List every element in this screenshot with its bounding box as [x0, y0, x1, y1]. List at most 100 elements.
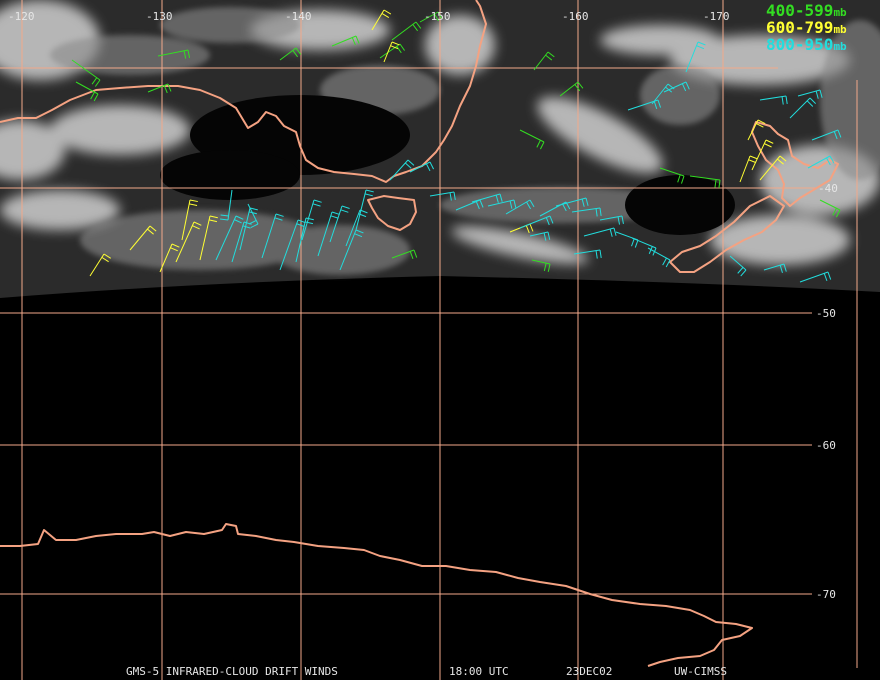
wind-barb	[487, 199, 517, 209]
wind-barb	[455, 199, 484, 211]
wind-barb	[519, 215, 554, 229]
lon-label: -170	[703, 10, 730, 23]
wind-barb	[89, 253, 112, 277]
wind-barb	[199, 215, 218, 261]
wind-barb	[317, 211, 340, 257]
wind-barb	[379, 43, 405, 59]
wind-barb	[533, 51, 555, 71]
lon-label: -130	[146, 10, 173, 23]
wind-barb	[231, 221, 252, 263]
wind-barb	[627, 99, 662, 111]
wind-barb	[747, 119, 766, 141]
wind-barb	[763, 263, 787, 273]
wind-barb	[75, 81, 99, 102]
wind-barb	[559, 81, 584, 97]
wind-barb	[215, 215, 244, 261]
lon-label: -120	[8, 10, 35, 23]
wind-barb	[471, 193, 503, 203]
wind-barbs	[71, 9, 842, 283]
wind-barb	[181, 199, 198, 241]
wind-barb	[129, 225, 157, 251]
lat-label: -50	[816, 307, 836, 320]
tasmania-coastline	[367, 195, 417, 231]
nz-north-island	[751, 121, 839, 207]
wind-barb	[685, 41, 706, 73]
wind-barb	[799, 271, 832, 283]
wind-barb	[573, 249, 602, 259]
wind-barb	[729, 255, 747, 277]
antarctica-coastline	[0, 523, 753, 667]
coastlines	[0, 0, 839, 667]
wind-barb	[759, 155, 787, 181]
wind-barb	[759, 95, 788, 105]
wind-barb	[519, 129, 545, 150]
wind-barb	[391, 249, 418, 260]
wind-barb	[571, 207, 602, 217]
nz-south-island	[669, 195, 785, 273]
wind-barb	[175, 221, 202, 263]
wind-barb	[751, 139, 774, 171]
wind-barb	[797, 89, 823, 99]
lon-label: -160	[562, 10, 589, 23]
wind-barb	[819, 199, 841, 218]
wind-barb	[371, 9, 392, 31]
wind-barb	[807, 155, 835, 169]
wind-barb	[329, 205, 350, 243]
legend-unit: mb	[833, 40, 847, 53]
legend-entry-800-950: 800-950mb	[766, 35, 847, 54]
wind-barb	[419, 11, 443, 23]
wind-barb	[279, 47, 302, 61]
wind-barb	[331, 35, 360, 47]
lat-label: -60	[816, 439, 836, 452]
wind-barb	[531, 259, 551, 272]
wind-barb	[583, 227, 617, 237]
wind-barb	[247, 203, 259, 229]
wind-barb	[505, 199, 535, 215]
wind-barb	[659, 167, 685, 184]
wind-barb	[599, 215, 624, 225]
wind-barb	[279, 219, 306, 271]
wind-barb	[789, 97, 817, 119]
legend-unit: mb	[833, 6, 847, 19]
wind-barb	[739, 155, 758, 183]
wind-barb	[647, 247, 671, 268]
legend-entry-400-599: 400-599mb	[766, 1, 847, 20]
wind-barb	[555, 197, 589, 207]
wind-barb	[220, 189, 233, 221]
wind-barb	[301, 199, 322, 241]
date-stamp: 23DEC02	[566, 665, 612, 678]
pressure-legend: 400-599mb 600-799mb 800-950mb	[766, 1, 847, 54]
wind-barb	[71, 59, 101, 87]
lat-label: -70	[816, 588, 836, 601]
wind-barb	[811, 129, 842, 141]
graticule	[0, 0, 858, 680]
wind-barb	[355, 189, 374, 231]
wind-barb	[409, 161, 435, 173]
product-title: GMS-5 INFRARED-CLOUD DRIFT WINDS	[126, 665, 338, 678]
source-label: UW-CIMSS	[674, 665, 727, 678]
wind-barb	[147, 83, 172, 94]
wind-barb	[689, 175, 721, 188]
wind-barb	[339, 229, 364, 271]
latitude-labels: -40 -50 -60 -70	[816, 182, 838, 601]
wind-barb	[157, 49, 191, 59]
wind-barb	[261, 213, 284, 259]
lon-label: -150	[424, 10, 451, 23]
wind-barb	[389, 159, 415, 181]
wind-barb	[663, 81, 690, 93]
australia-coastline	[0, 0, 487, 183]
legend-unit: mb	[833, 23, 847, 36]
lon-label: -140	[285, 10, 312, 23]
footer-caption: GMS-5 INFRARED-CLOUD DRIFT WINDS 18:00 U…	[126, 665, 727, 678]
legend-range: 400-599	[766, 1, 833, 20]
legend-entry-600-799: 600-799mb	[766, 18, 847, 37]
wind-barb	[391, 21, 422, 41]
wind-barb	[429, 191, 456, 201]
wind-barb	[383, 41, 400, 63]
wind-barb	[295, 217, 314, 263]
time-stamp: 18:00 UTC	[449, 665, 509, 678]
legend-range: 800-950	[766, 35, 833, 54]
legend-range: 600-799	[766, 18, 833, 37]
wind-barb	[529, 231, 551, 241]
